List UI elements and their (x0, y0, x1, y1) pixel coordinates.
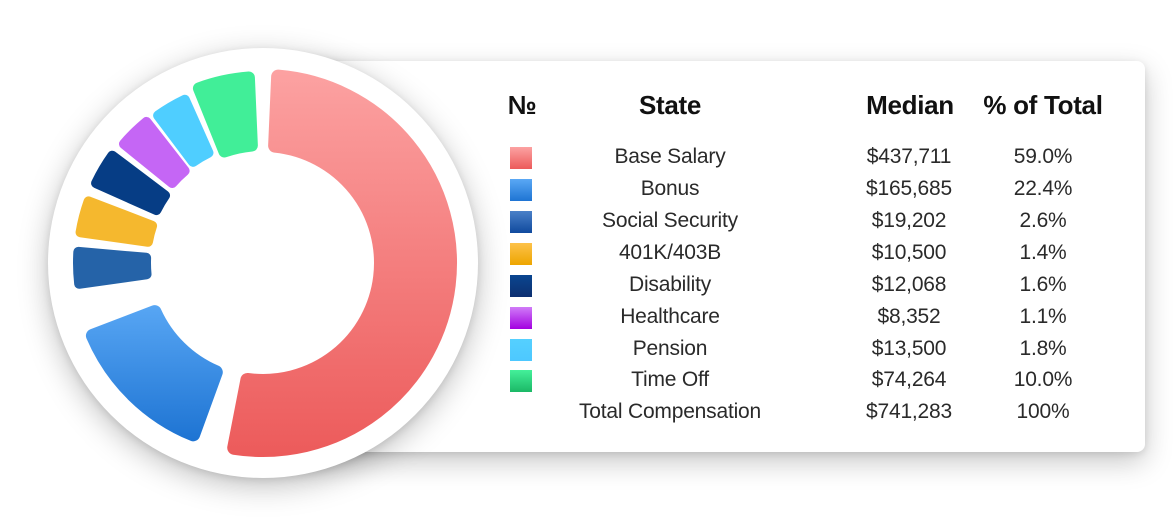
swatch-401k (510, 243, 532, 265)
table-row-total: Total Compensation $741,283 100% (0, 400, 1175, 434)
donut-segment-pension (153, 94, 214, 167)
table-row-healthcare: Healthcare $8,352 1.1% (0, 305, 1175, 339)
row-label: Pension (632, 337, 708, 360)
row-label: Disability (628, 273, 712, 296)
header-median: Median (866, 90, 954, 120)
row-percent: 1.4% (1019, 241, 1067, 264)
header-percent: % of Total (983, 90, 1103, 120)
row-median: $10,500 (871, 241, 947, 264)
table-row-401k: 401K/403B $10,500 1.4% (0, 241, 1175, 275)
row-label: Base Salary (614, 145, 726, 168)
row-label: Social Security (602, 209, 738, 232)
swatch-disability (510, 275, 532, 297)
row-percent: 59.0% (1013, 145, 1073, 168)
row-label: Time Off (631, 368, 709, 391)
swatch-pension (510, 339, 532, 361)
row-median: $165,685 (866, 177, 952, 200)
header-number: № (507, 90, 537, 120)
row-percent: 1.6% (1019, 273, 1067, 296)
table-row-pension: Pension $13,500 1.8% (0, 337, 1175, 371)
row-median: $12,068 (871, 273, 947, 296)
row-median: $13,500 (871, 337, 947, 360)
total-percent: 100% (1016, 400, 1070, 423)
header-state: State (638, 90, 702, 120)
row-label: Bonus (640, 177, 700, 200)
table-row-social-security: Social Security $19,202 2.6% (0, 209, 1175, 243)
swatch-bonus (510, 179, 532, 201)
swatch-time-off (510, 370, 532, 392)
table-row-time-off: Time Off $74,264 10.0% (0, 368, 1175, 402)
table-row-disability: Disability $12,068 1.6% (0, 273, 1175, 307)
row-median: $74,264 (871, 368, 947, 391)
donut-segment-bonus (85, 305, 223, 442)
swatch-healthcare (510, 307, 532, 329)
row-percent: 22.4% (1013, 177, 1073, 200)
donut-segment-healthcare (118, 116, 190, 189)
row-percent: 1.8% (1019, 337, 1067, 360)
row-median: $8,352 (877, 305, 941, 328)
table-row-base-salary: Base Salary $437,711 59.0% (0, 145, 1175, 179)
donut-segment-disability (91, 150, 171, 216)
row-percent: 1.1% (1019, 305, 1067, 328)
donut-segment-time-off (192, 71, 258, 158)
donut-segment-social-security (73, 246, 152, 289)
row-median: $437,711 (866, 145, 952, 168)
row-label: Healthcare (620, 305, 720, 328)
swatch-social-security (510, 211, 532, 233)
row-label: 401K/403B (618, 241, 722, 264)
total-median: $741,283 (866, 400, 952, 423)
donut-segment-401k (75, 196, 158, 247)
total-label: Total Compensation (578, 400, 762, 423)
row-percent: 10.0% (1013, 368, 1073, 391)
donut-segment-base-salary (227, 69, 457, 457)
swatch-base-salary (510, 147, 532, 169)
table-row-bonus: Bonus $165,685 22.4% (0, 177, 1175, 211)
row-percent: 2.6% (1019, 209, 1067, 232)
row-median: $19,202 (871, 209, 947, 232)
